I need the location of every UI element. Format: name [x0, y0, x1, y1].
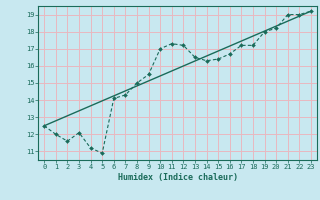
X-axis label: Humidex (Indice chaleur): Humidex (Indice chaleur)	[118, 173, 238, 182]
